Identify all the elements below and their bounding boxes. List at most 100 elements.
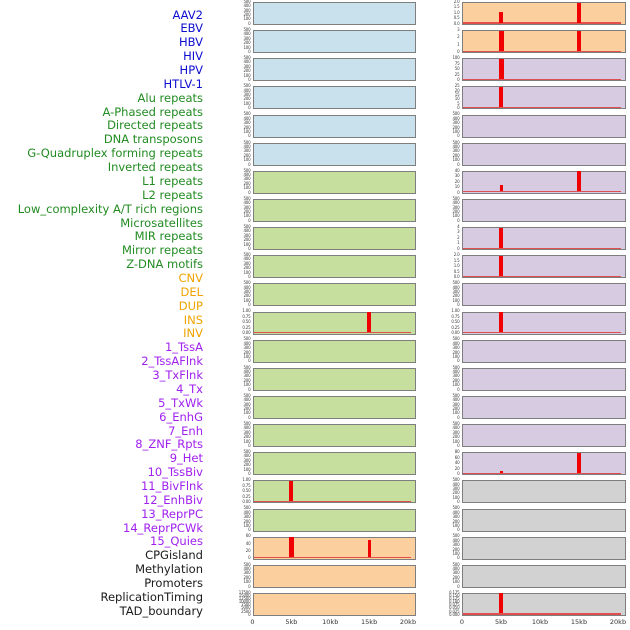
ytick-label: 400	[452, 537, 460, 543]
ytick-label: 75	[454, 60, 460, 66]
ytick-label: 10000	[238, 599, 251, 605]
ytick-label: 20	[454, 465, 460, 471]
ytick-label: 15000	[238, 592, 251, 598]
ytick-label: 200	[243, 518, 251, 524]
ytick-label: 60	[454, 454, 460, 460]
panel-hiv	[252, 86, 416, 110]
ytick-label: 100	[243, 213, 251, 219]
xaxis-label-0: 0	[459, 617, 465, 626]
ytick-label: 300	[243, 514, 251, 520]
signal-spike-8-znf-rpts-5kb	[499, 255, 503, 276]
ytick-label: 500	[243, 83, 251, 89]
ytick-label: 1.5	[453, 257, 460, 263]
ytick-label: 200	[452, 546, 460, 552]
signal-spike-15-quies-5kb	[499, 470, 503, 473]
track-baseline	[463, 275, 621, 277]
ytick-label: 200	[452, 574, 460, 580]
ytick-label: 0	[248, 302, 251, 308]
ytick-label: 500	[243, 55, 251, 61]
row-label-htlv-1: HTLV-1	[163, 76, 203, 91]
ytick-label: 300	[243, 92, 251, 98]
ytick-label: 0.25	[451, 324, 460, 330]
panel-14-reprpcwk	[461, 424, 626, 448]
ytick-label: 10	[454, 96, 460, 102]
ytick-label: 100	[243, 241, 251, 247]
row-label-cnv: CNV	[178, 270, 204, 285]
row-label-mirror-repeats: Mirror repeats	[121, 243, 203, 258]
ytick-label: 0.00	[242, 499, 251, 505]
ytick-label: 500	[452, 364, 460, 370]
ytick-label: 300	[452, 570, 460, 576]
ytick-label: 0.100	[449, 599, 460, 605]
ytick-label: 300	[243, 373, 251, 379]
ytick-label: 400	[452, 143, 460, 149]
ytick-label: 500	[243, 280, 251, 286]
ytick-label: 2	[457, 234, 460, 240]
ytick-label: 400	[243, 397, 251, 403]
ytick-label: 500	[452, 195, 460, 201]
ytick-label: 100	[243, 410, 251, 416]
ytick-label: 0	[457, 583, 460, 589]
ytick-label: 0	[457, 189, 460, 195]
row-label-5-txwk: 5_TxWk	[158, 395, 203, 410]
ytick-label: 0	[457, 499, 460, 505]
ytick-label: 2500	[241, 608, 251, 614]
ytick-label: 0	[457, 414, 460, 420]
panel-dup	[252, 592, 416, 616]
ytick-label: 400	[452, 284, 460, 290]
row-label-tad-boundary: TAD_boundary	[119, 603, 203, 618]
panel-aav2	[252, 2, 416, 25]
row-label-hiv: HIV	[183, 49, 203, 64]
panel-a-phased-repeats	[252, 198, 416, 222]
row-label-l2-repeats: L2 repeats	[142, 187, 203, 202]
signal-spike-ins-15kb	[577, 2, 581, 23]
ytick-label: 100	[452, 354, 460, 360]
ytick-label: 300	[243, 429, 251, 435]
row-label-inv: INV	[183, 326, 203, 341]
track-baseline	[463, 106, 621, 108]
ytick-label: 20	[245, 548, 251, 554]
ytick-label: 0.175	[449, 589, 460, 595]
ytick-label: 200	[243, 96, 251, 102]
ytick-label: 400	[243, 87, 251, 93]
xaxis-label-5kb: 5kb	[285, 617, 298, 626]
row-label-2-tssaflnk: 2_TssAFlnk	[141, 354, 203, 369]
ytick-label: 200	[452, 377, 460, 383]
signal-spike-tad-boundary-5kb	[499, 593, 503, 614]
ytick-label: 25	[454, 83, 460, 89]
panel-del	[252, 564, 416, 588]
ytick-label: 100	[243, 354, 251, 360]
row-label-del: DEL	[180, 284, 203, 299]
panel-ebv	[252, 30, 416, 54]
ytick-label: 3	[457, 26, 460, 32]
panel-hpv	[252, 114, 416, 138]
signal-spike-ins-5kb	[499, 11, 503, 23]
panel-alu-repeats	[252, 170, 416, 194]
ytick-label: 100	[452, 128, 460, 134]
ytick-label: 0	[248, 189, 251, 195]
panel-low-complexity-a-t-rich-regions	[252, 395, 416, 419]
ytick-label: 0.050	[449, 605, 460, 611]
signal-spike-2-tssaflnk-5kb	[499, 86, 503, 107]
ytick-label: 100	[452, 297, 460, 303]
ytick-label: 200	[243, 237, 251, 243]
track-baseline	[254, 331, 411, 334]
track-baseline	[463, 613, 621, 615]
ytick-label: 0	[457, 217, 460, 223]
ytick-label: 300	[452, 401, 460, 407]
ytick-label: 0	[248, 274, 251, 280]
ytick-label: 0.125	[449, 596, 460, 602]
ytick-label: 500	[243, 364, 251, 370]
row-label-10-tssbiv: 10_TssBiv	[147, 465, 203, 480]
panel-15-quies	[461, 452, 626, 476]
signal-spike-mirror-repeats-5kb	[289, 480, 294, 501]
ytick-label: 0.0	[453, 20, 460, 26]
ytick-label: 0.50	[242, 319, 251, 325]
row-label-alu-repeats: Alu repeats	[137, 90, 203, 105]
ytick-label: 400	[243, 566, 251, 571]
ytick-label: 300	[243, 260, 251, 266]
ytick-label: 0.150	[449, 592, 460, 598]
ytick-label: 100	[243, 128, 251, 134]
ytick-label: 200	[243, 40, 251, 46]
ytick-label: 0	[457, 161, 460, 167]
